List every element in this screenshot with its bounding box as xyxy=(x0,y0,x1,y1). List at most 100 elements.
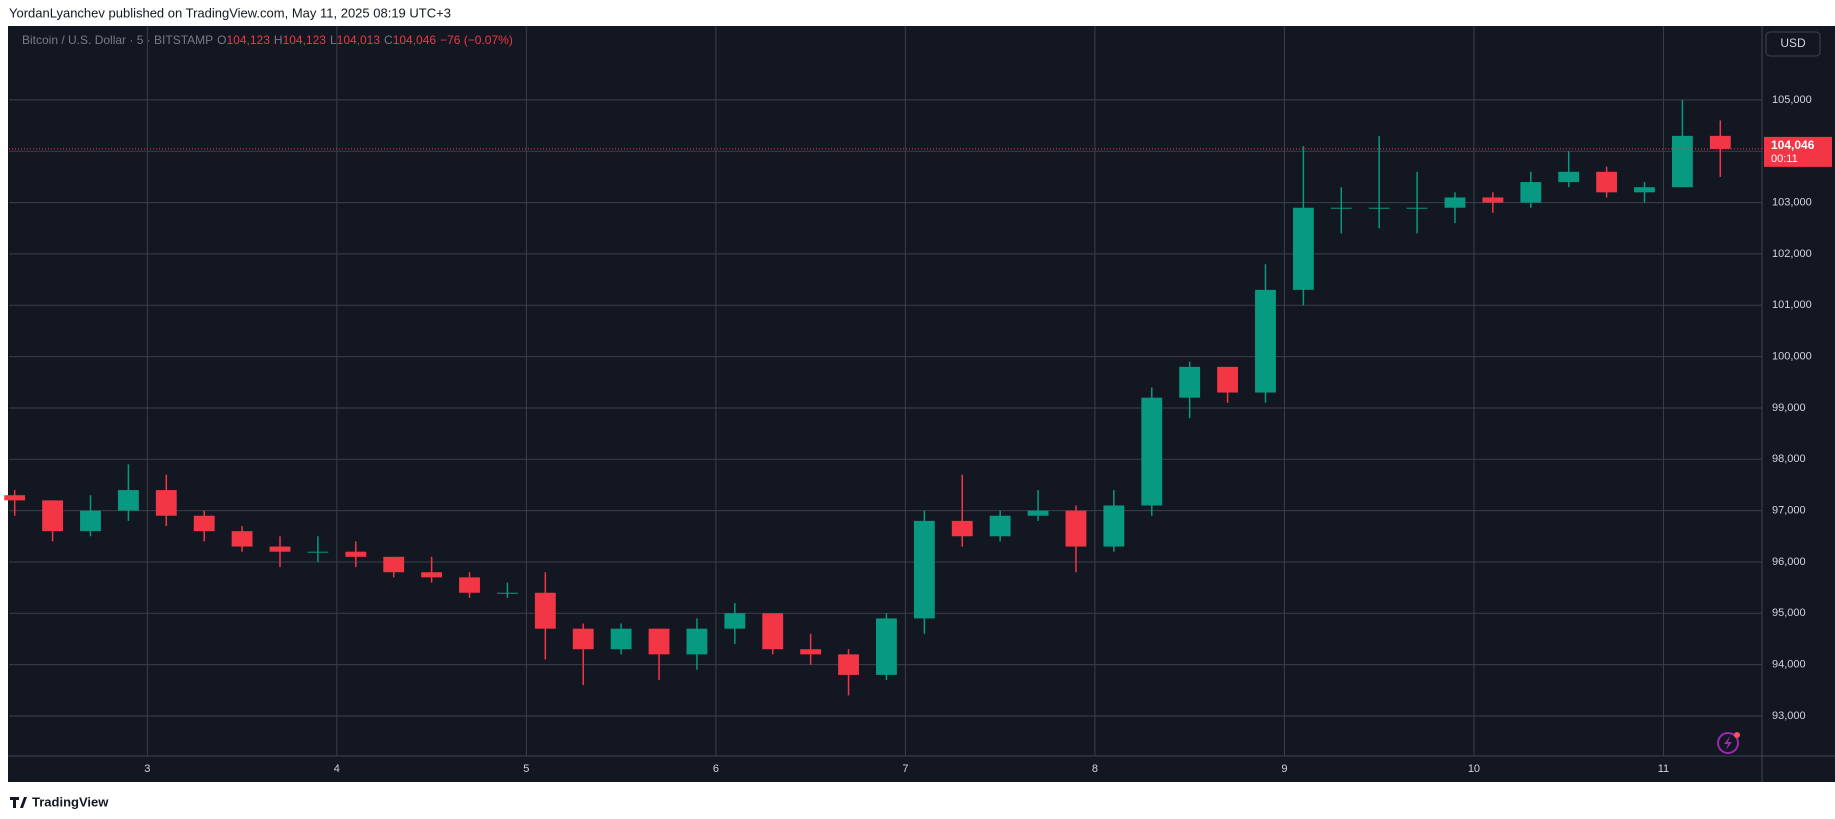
candle-body xyxy=(686,628,708,655)
candle xyxy=(1634,182,1655,203)
candle xyxy=(383,556,405,578)
ohlc-value: 104,013 xyxy=(337,33,381,47)
candle-body xyxy=(1141,397,1163,506)
candle-body xyxy=(876,618,897,675)
y-tick-label: 94,000 xyxy=(1772,659,1806,671)
candle xyxy=(345,541,367,568)
candle-body xyxy=(155,490,177,516)
x-tick-label: 5 xyxy=(523,763,529,775)
y-tick-label: 95,000 xyxy=(1772,607,1806,619)
candle xyxy=(724,603,746,645)
candle xyxy=(4,490,26,516)
candle-body xyxy=(496,592,518,594)
candle-body xyxy=(193,515,215,532)
candle-body xyxy=(838,654,859,675)
candle-body xyxy=(1103,505,1125,547)
candle xyxy=(1103,490,1125,552)
candle xyxy=(838,649,859,696)
candle xyxy=(989,510,1011,542)
x-tick-label: 8 xyxy=(1092,763,1098,775)
candle-body xyxy=(1634,187,1655,193)
symbol-legend: Bitcoin / U.S. Dollar · 5 · BITSTAMP O104… xyxy=(22,33,513,47)
ohlc-key: L xyxy=(330,33,337,47)
candle-body xyxy=(1520,182,1542,203)
footer-logo xyxy=(10,797,27,808)
last-price-box xyxy=(1764,136,1832,167)
candle xyxy=(421,556,443,583)
candle xyxy=(496,582,518,598)
candle-body xyxy=(989,515,1011,537)
candle-body xyxy=(724,613,746,629)
currency-label: USD xyxy=(1780,36,1806,50)
x-tick-label: 3 xyxy=(144,763,150,775)
candle xyxy=(1292,146,1314,306)
x-tick-label: 9 xyxy=(1281,763,1287,775)
candle-body xyxy=(1255,289,1276,393)
candle xyxy=(1330,187,1352,234)
candle-body xyxy=(1330,207,1352,209)
candle xyxy=(193,510,215,542)
candle-body xyxy=(572,628,594,650)
candle-body xyxy=(117,490,139,511)
candle xyxy=(1368,135,1390,229)
candle xyxy=(1406,171,1428,234)
candle xyxy=(610,623,632,655)
candle xyxy=(913,510,935,634)
x-tick-label: 10 xyxy=(1468,763,1480,775)
candle-body xyxy=(648,628,670,655)
candle xyxy=(1217,366,1238,403)
candle-body xyxy=(1671,135,1693,188)
candle xyxy=(155,474,177,527)
currency-button[interactable] xyxy=(1765,31,1821,57)
footer-brand: TradingView xyxy=(32,794,109,809)
change-value: −76 (−0.07%) xyxy=(440,33,513,47)
candle-body xyxy=(762,613,784,650)
candle-body xyxy=(269,546,291,552)
candle-body xyxy=(421,572,443,578)
y-tick-label: 101,000 xyxy=(1772,299,1812,311)
candle-body xyxy=(800,649,822,655)
candle xyxy=(1482,192,1504,213)
candle xyxy=(534,572,556,660)
candle xyxy=(1558,151,1580,188)
candle-body xyxy=(459,577,480,593)
candle xyxy=(686,618,708,670)
candle-body xyxy=(383,556,405,573)
candle xyxy=(117,464,139,521)
x-tick-label: 6 xyxy=(713,763,719,775)
candle-body xyxy=(1368,207,1390,209)
x-tick-label: 7 xyxy=(902,763,908,775)
ohlc-value: 104,046 xyxy=(393,33,437,47)
ohlc-key: O xyxy=(217,33,226,47)
candle-body xyxy=(1065,510,1087,547)
candle-body xyxy=(1292,207,1314,290)
x-tick-label: 4 xyxy=(334,763,340,775)
candle-body xyxy=(951,520,973,537)
candle xyxy=(307,536,329,562)
candle xyxy=(951,474,973,547)
candle xyxy=(1520,171,1542,208)
candle-body xyxy=(534,592,556,629)
ohlc-value: 104,123 xyxy=(283,33,327,47)
y-tick-label: 96,000 xyxy=(1772,556,1806,568)
candle-body xyxy=(610,628,632,650)
y-tick-label: 100,000 xyxy=(1772,351,1812,363)
candle xyxy=(648,628,670,681)
ohlc-value: 104,123 xyxy=(227,33,271,47)
candle-body xyxy=(4,495,26,501)
candle-body xyxy=(1558,171,1580,183)
candle xyxy=(1709,120,1731,177)
candle xyxy=(42,500,64,542)
y-tick-label: 93,000 xyxy=(1772,710,1806,722)
candle-body xyxy=(1709,135,1731,149)
lightning-icon[interactable] xyxy=(1717,732,1740,754)
y-tick-label: 103,000 xyxy=(1772,197,1812,209)
candle-body xyxy=(913,520,935,619)
candle-body xyxy=(1444,197,1466,208)
header-text: YordanLyanchev published on TradingView.… xyxy=(9,5,451,20)
candle xyxy=(1596,166,1618,198)
candle xyxy=(1027,490,1049,521)
candle xyxy=(1444,192,1466,224)
candle xyxy=(459,572,480,598)
chart-background xyxy=(8,26,1835,782)
